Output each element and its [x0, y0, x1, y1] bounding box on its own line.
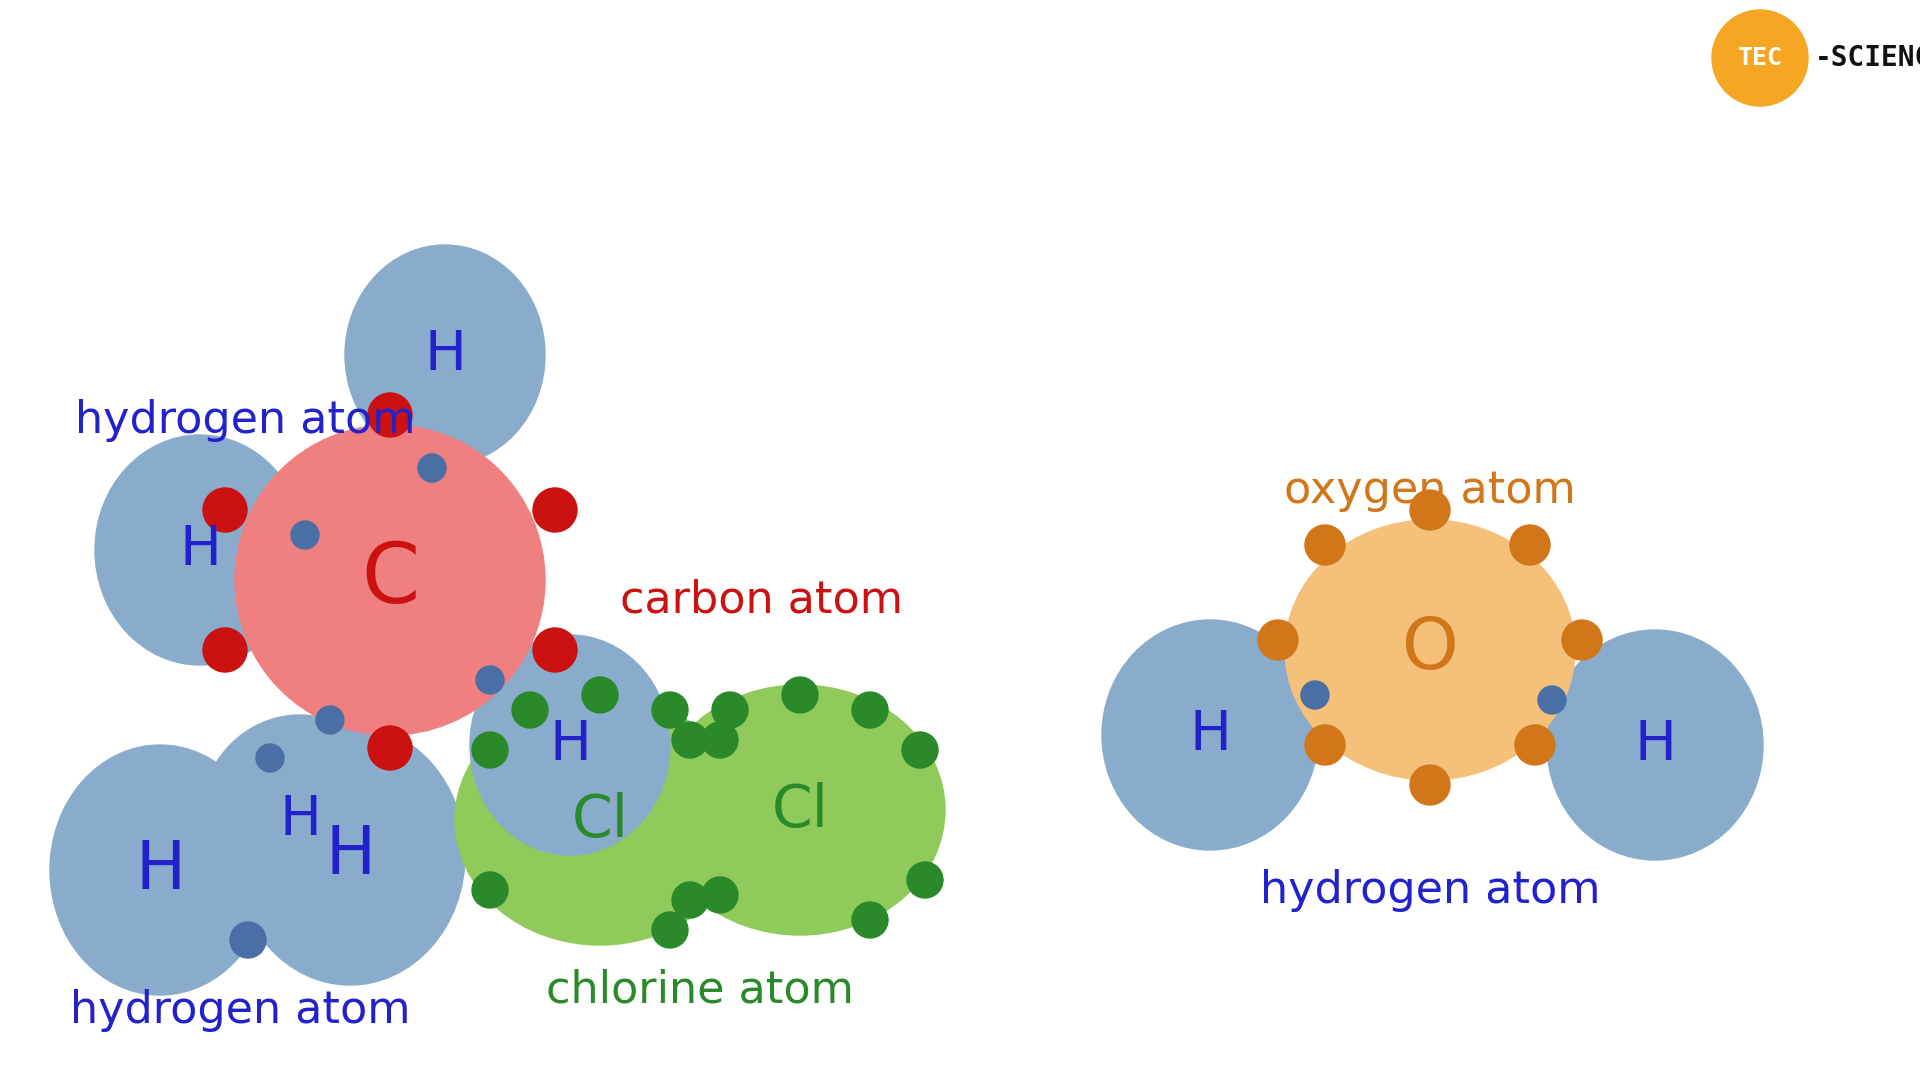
Circle shape — [1515, 725, 1555, 765]
Text: H: H — [549, 718, 591, 772]
Text: H: H — [179, 523, 221, 577]
Ellipse shape — [1548, 630, 1763, 860]
Circle shape — [534, 488, 578, 532]
Text: oxygen atom: oxygen atom — [1284, 469, 1576, 512]
Circle shape — [1302, 681, 1329, 708]
Circle shape — [230, 922, 267, 958]
Text: H: H — [424, 328, 467, 382]
Circle shape — [1563, 620, 1601, 660]
Circle shape — [712, 692, 749, 728]
Circle shape — [476, 666, 503, 694]
Circle shape — [653, 692, 687, 728]
Circle shape — [703, 877, 737, 913]
Circle shape — [1509, 525, 1549, 565]
Circle shape — [472, 732, 509, 768]
Text: Cl: Cl — [572, 792, 628, 849]
Ellipse shape — [655, 685, 945, 935]
Circle shape — [852, 902, 887, 939]
Text: chlorine atom: chlorine atom — [545, 969, 854, 1012]
Circle shape — [781, 677, 818, 713]
Text: H: H — [134, 837, 184, 903]
Text: O: O — [1402, 616, 1459, 685]
Text: H: H — [324, 822, 374, 888]
Circle shape — [204, 627, 248, 672]
Circle shape — [1409, 490, 1450, 530]
Circle shape — [419, 454, 445, 482]
Circle shape — [234, 426, 545, 735]
Circle shape — [317, 706, 344, 734]
Circle shape — [204, 488, 248, 532]
Text: carbon atom: carbon atom — [620, 579, 902, 621]
Text: TEC: TEC — [1738, 46, 1782, 70]
Ellipse shape — [50, 745, 271, 995]
Ellipse shape — [1284, 519, 1574, 780]
Text: -SCIENCE: -SCIENCE — [1814, 44, 1920, 72]
Ellipse shape — [1102, 620, 1317, 850]
Circle shape — [672, 882, 708, 918]
Text: H: H — [1634, 718, 1676, 772]
Circle shape — [852, 692, 887, 728]
Text: Cl: Cl — [772, 782, 829, 838]
Circle shape — [1306, 725, 1346, 765]
Circle shape — [1306, 525, 1346, 565]
Circle shape — [292, 521, 319, 549]
Circle shape — [369, 393, 413, 437]
Ellipse shape — [346, 245, 545, 465]
Text: hydrogen atom: hydrogen atom — [1260, 868, 1599, 912]
Text: hydrogen atom: hydrogen atom — [75, 399, 415, 442]
Text: hydrogen atom: hydrogen atom — [69, 988, 411, 1031]
Ellipse shape — [200, 715, 399, 924]
Circle shape — [255, 744, 284, 772]
Circle shape — [534, 627, 578, 672]
Circle shape — [703, 723, 737, 758]
Circle shape — [1409, 765, 1450, 805]
Ellipse shape — [234, 725, 465, 985]
Circle shape — [672, 723, 708, 758]
Ellipse shape — [94, 435, 305, 665]
Text: H: H — [1188, 708, 1231, 762]
Circle shape — [653, 912, 687, 948]
Text: C: C — [361, 540, 419, 621]
Circle shape — [906, 862, 943, 897]
Circle shape — [472, 872, 509, 908]
Circle shape — [513, 692, 547, 728]
Circle shape — [1538, 686, 1567, 714]
Ellipse shape — [470, 635, 670, 855]
Ellipse shape — [455, 696, 745, 945]
Circle shape — [1713, 10, 1809, 106]
Circle shape — [582, 677, 618, 713]
Circle shape — [1258, 620, 1298, 660]
Circle shape — [902, 732, 939, 768]
Text: H: H — [278, 793, 321, 847]
Circle shape — [369, 726, 413, 770]
